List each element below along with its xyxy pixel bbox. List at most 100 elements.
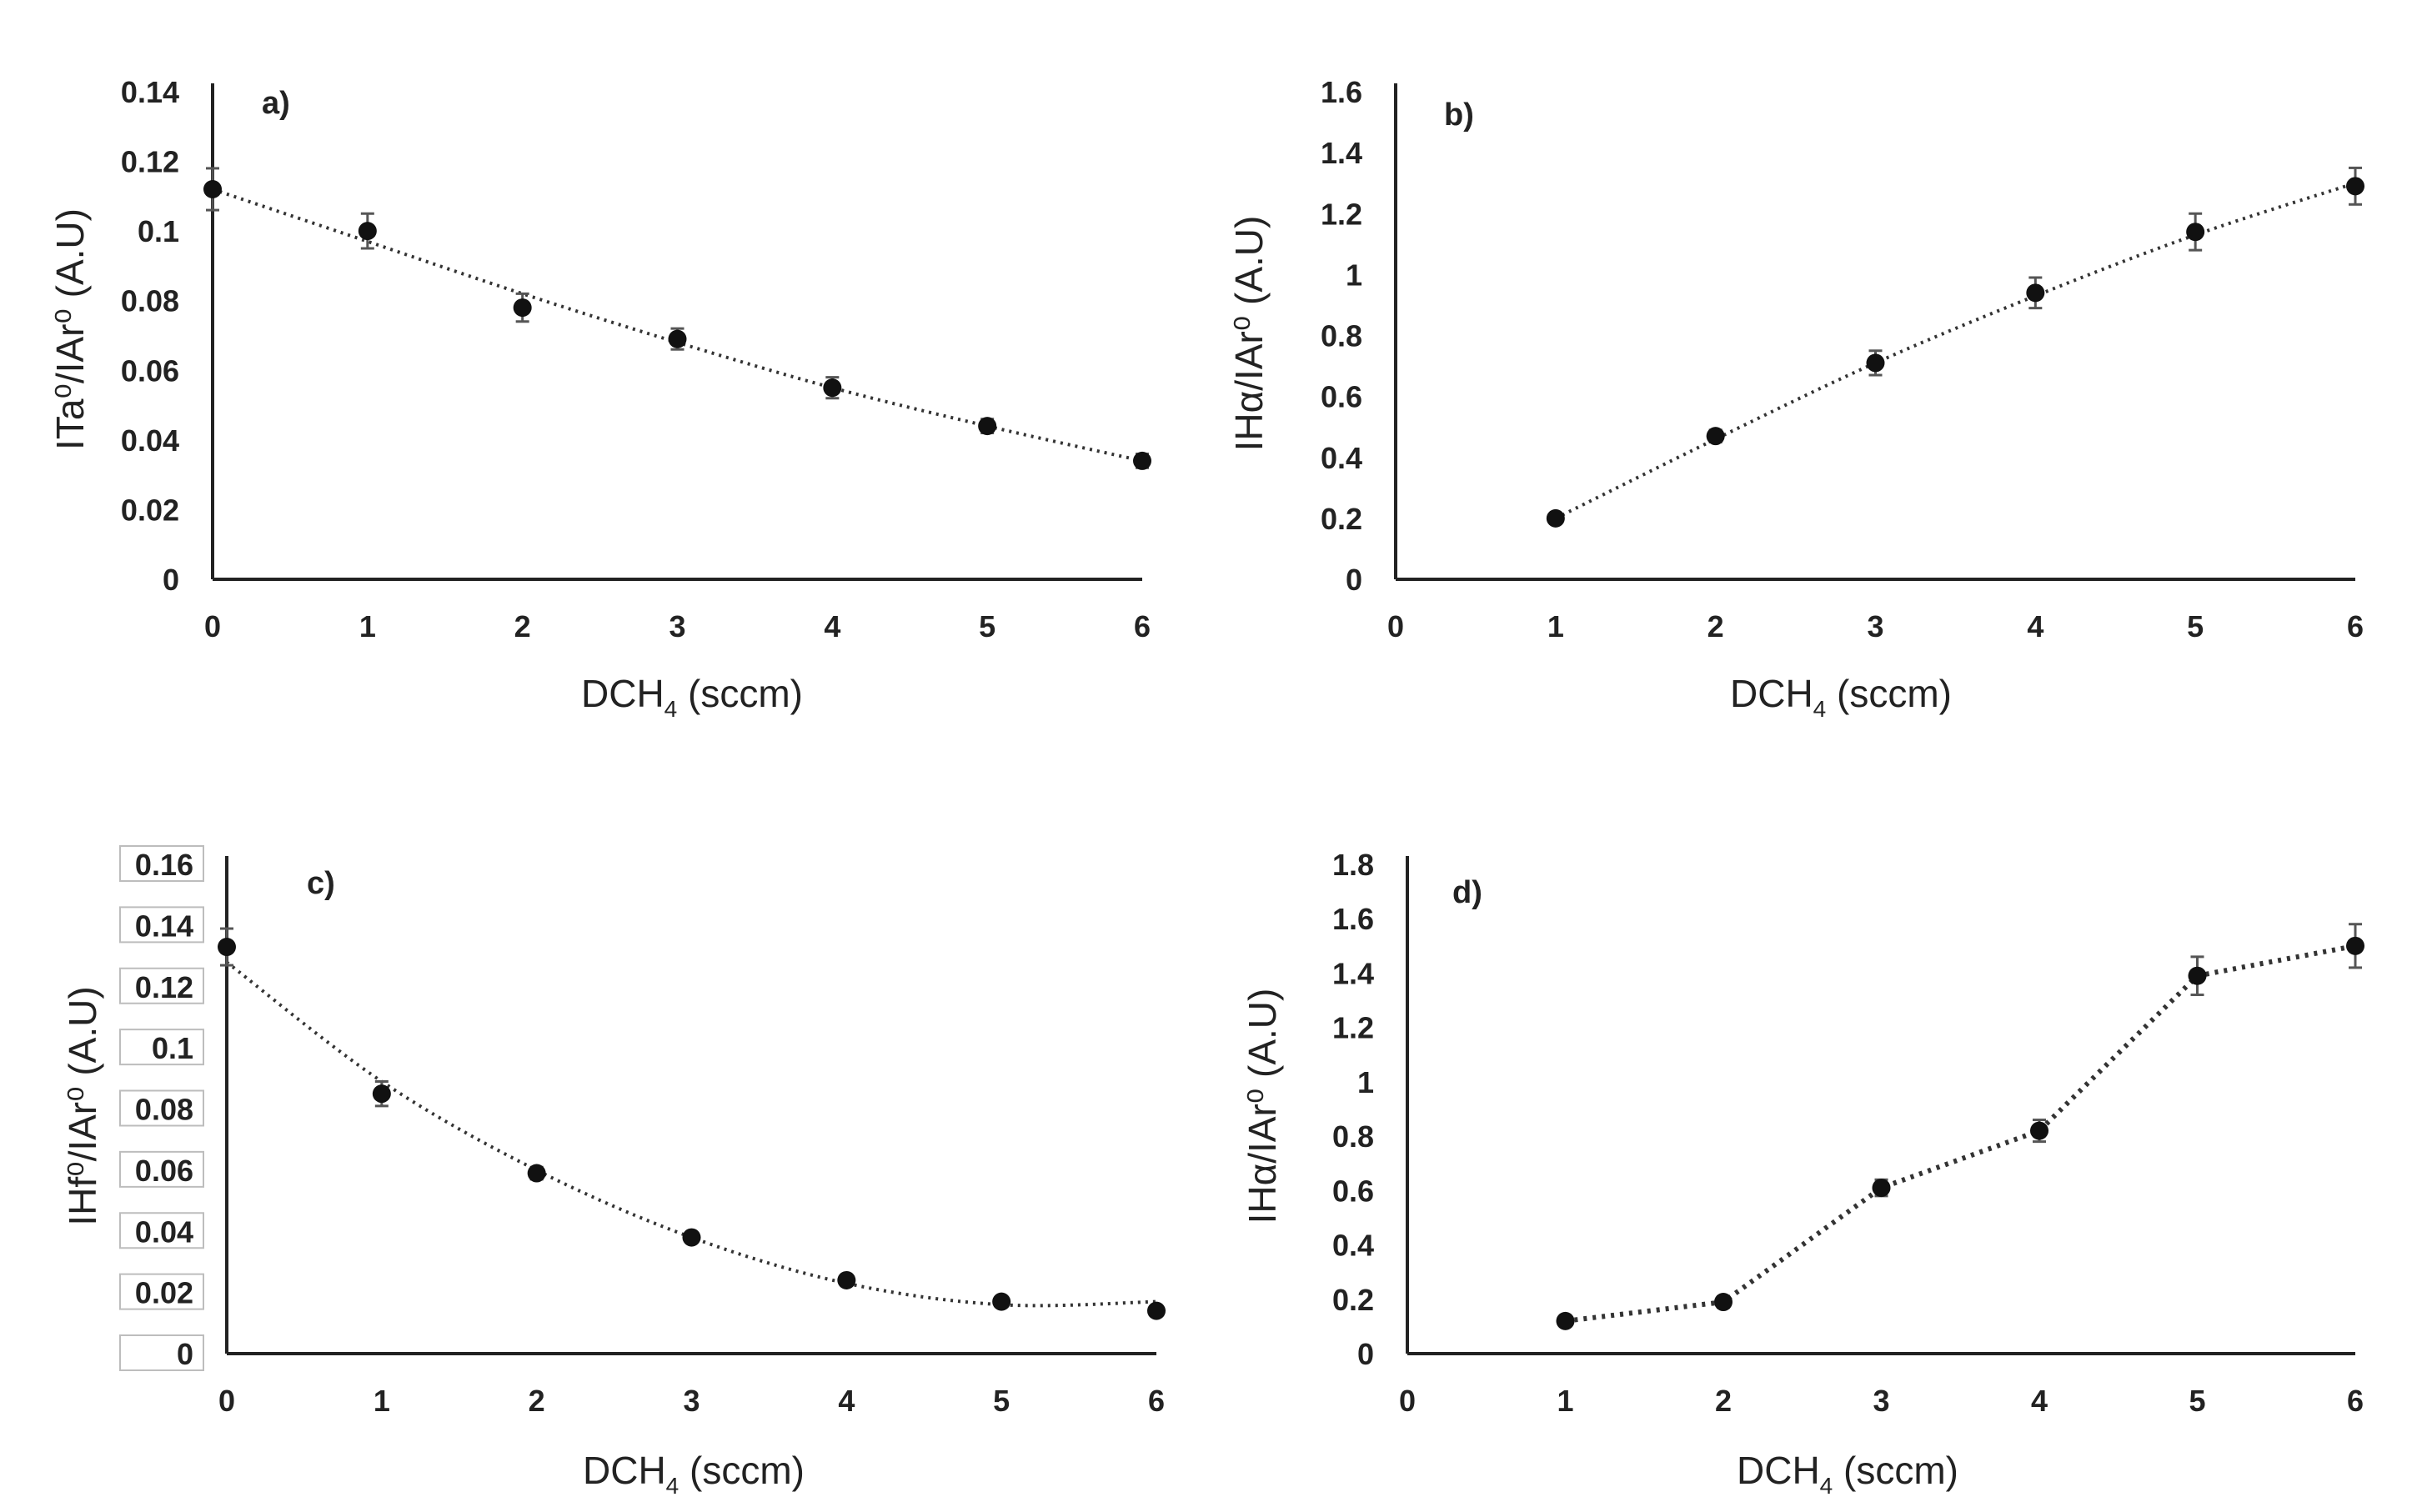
data-point-b [2346,177,2364,196]
y-axis-label-a: ITa⁰/IAr⁰ (A.U) [48,208,92,450]
data-point-a [978,417,997,436]
y-tick-label-d: 0.8 [1332,1119,1374,1154]
panel-label-d: d) [1452,875,1482,910]
y-tick-label-c: 0.04 [135,1214,193,1249]
y-tick-label-b: 0.8 [1321,319,1362,353]
x-tick-label-d: 6 [2347,1384,2364,1418]
y-tick-label-a: 0.1 [138,214,179,248]
y-tick-label-c: 0.12 [135,970,193,1004]
trendline-c [225,960,1157,1308]
data-point-b [2026,283,2045,303]
y-tick-label-b: 1.6 [1321,75,1362,109]
y-tick-box-c [119,1212,204,1249]
data-point-a [823,378,842,398]
x-tick-label-c: 2 [529,1384,545,1418]
y-tick-label-d: 0.4 [1332,1229,1374,1263]
y-tick-box-c [119,1029,204,1066]
y-tick-label-b: 0 [1346,563,1362,597]
y-tick-label-c: 0.02 [135,1276,193,1310]
y-tick-label-a: 0.12 [121,145,179,179]
y-tick-label-d: 0.6 [1332,1174,1374,1208]
data-point-b [2186,223,2205,242]
data-point-c [992,1292,1011,1311]
y-axis-label-c: IHf⁰/IAr⁰ (A.U) [61,986,104,1225]
y-tick-label-b: 1.4 [1321,136,1362,170]
y-tick-label-a: 0.08 [121,284,179,318]
x-tick-label-a: 1 [359,609,376,643]
y-tick-label-c: 0.16 [135,848,193,882]
data-point-a [1133,451,1151,470]
y-tick-label-d: 1.2 [1332,1011,1374,1045]
chart-d-svg: d) IHα/IAr⁰ (A.U) DCH4 (sccm) 0 0.2 0.4 0.6… [1241,848,2364,1499]
y-tick-label-b: 1.2 [1321,197,1362,231]
x-tick-label-d: 5 [2189,1384,2205,1418]
x-tick-label-a: 4 [824,609,840,643]
y-tick-label-c: 0.06 [135,1154,193,1188]
panel-label-a: a) [262,86,290,121]
chart-panel-b: b) IHα/IAr⁰ (A.U) DCH4 (sccm) 0 0.2 0.4 0.6… [1209,0,2417,756]
x-tick-label-b: 0 [1387,609,1404,643]
y-tick-label-c: 0.08 [135,1093,193,1127]
x-tick-label-b: 6 [2347,609,2364,643]
y-tick-label-c: 0 [177,1337,193,1371]
x-axis-label-b: DCH4 (sccm) [1730,672,1952,722]
x-tick-label-d: 1 [1557,1384,1573,1418]
data-point-d [2346,936,2364,955]
y-tick-label-c: 0.1 [152,1031,193,1065]
x-tick-label-d: 0 [1399,1384,1416,1418]
y-tick-box-c [119,845,204,882]
x-tick-label-a: 3 [669,609,685,643]
y-tick-label-d: 1.4 [1332,956,1374,990]
chart-panel-c: c) IHf⁰/IAr⁰ (A.U) DCH4 (sccm) 0 0.02 0.04… [0,756,1209,1512]
y-tick-label-a: 0.04 [121,423,179,458]
data-point-c [837,1270,856,1289]
data-point-a [203,180,222,198]
data-point-c [682,1228,701,1247]
data-point-a [358,222,377,241]
x-tick-label-a: 2 [514,609,531,643]
x-tick-label-a: 5 [979,609,995,643]
x-tick-label-b: 4 [2027,609,2043,643]
y-tick-box-c [119,1150,204,1188]
x-tick-label-c: 6 [1148,1384,1165,1418]
panel-label-c: c) [307,866,335,901]
data-point-c [218,938,236,957]
y-tick-label-a: 0.14 [121,75,179,109]
x-tick-label-b: 1 [1547,609,1564,643]
data-point-a [668,329,687,348]
x-tick-label-d: 4 [2031,1384,2048,1418]
y-axis-label-b: IHα/IAr⁰ (A.U) [1227,216,1271,452]
x-tick-label-c: 5 [993,1384,1010,1418]
data-point-c [1147,1301,1166,1320]
y-tick-box-c [119,1089,204,1127]
y-tick-label-c: 0.14 [135,909,193,943]
y-tick-label-d: 0 [1357,1337,1374,1371]
x-tick-label-c: 1 [374,1384,390,1418]
y-tick-box-c [119,967,204,1004]
x-tick-label-b: 3 [1867,609,1883,643]
data-point-d [1872,1179,1891,1198]
panel-label-b: b) [1444,98,1474,133]
y-tick-label-a: 0.06 [121,353,179,388]
y-tick-label-d: 1.8 [1332,848,1374,882]
x-tick-label-b: 2 [1707,609,1724,643]
data-point-c [527,1164,546,1183]
y-tick-label-b: 1 [1346,258,1362,292]
data-point-c [372,1084,391,1104]
x-axis-label-c: DCH4 (sccm) [583,1449,805,1499]
data-point-d [1714,1293,1733,1312]
y-tick-label-d: 0.2 [1332,1283,1374,1317]
y-tick-box-c [119,906,204,944]
x-axis-label-a: DCH4 (sccm) [581,672,803,722]
y-tick-label-b: 0.4 [1321,441,1362,475]
x-tick-label-a: 0 [204,609,221,643]
y-tick-label-a: 0.02 [121,493,179,527]
x-tick-label-c: 0 [218,1384,235,1418]
data-point-d [1556,1311,1575,1330]
y-tick-box-c [119,1273,204,1310]
y-axis-label-d: IHα/IAr⁰ (A.U) [1241,989,1284,1224]
data-point-d [2188,966,2207,985]
trendline-b [1554,181,2356,520]
trendline-a [212,188,1143,463]
y-tick-label-b: 0.2 [1321,502,1362,536]
